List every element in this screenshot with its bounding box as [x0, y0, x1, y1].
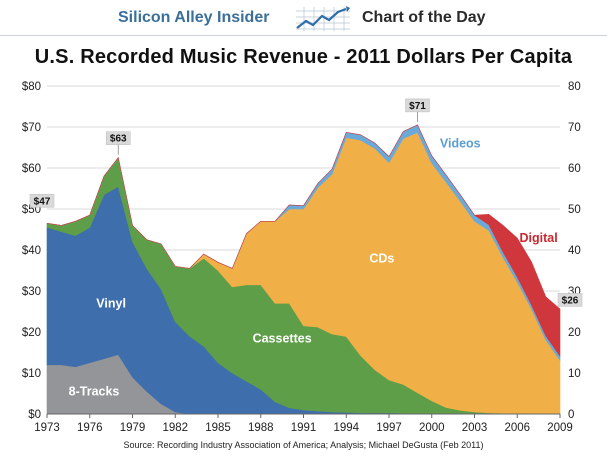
brand-banner: Silicon Alley Insider Chart of the Day: [0, 0, 607, 36]
x-tick-label: 1994: [333, 422, 359, 434]
value-callout: $26: [557, 293, 583, 307]
value-callout-text: $71: [409, 101, 426, 112]
y-tick-label-right: 10: [568, 368, 581, 380]
value-callout-box: [557, 293, 583, 307]
value-callout-text: $47: [34, 196, 51, 207]
series-label-8-tracks: 8-Tracks: [69, 385, 120, 399]
area-digital: [46, 124, 561, 358]
banner-divider: [0, 35, 607, 36]
x-tick-label: 1997: [376, 422, 402, 434]
axes: $0 0$10 10$20 20$30 30$40 40$50 50$60 60$70 70$8…: [22, 81, 581, 434]
x-tick-label: 1976: [77, 422, 103, 434]
value-callout-box: [29, 194, 55, 208]
area-chart: $0 0$10 10$20 20$30 30$40 40$50 50$60 60$70 70$8…: [22, 81, 583, 434]
x-tick-label: 1982: [162, 422, 188, 434]
y-tick-label-right: 0: [568, 409, 574, 421]
series-label-cds: CDs: [369, 251, 394, 265]
y-tick-label-right: 70: [568, 122, 581, 134]
value-callouts: $47 $63 $71 $26: [29, 98, 583, 307]
x-tick-label: 1979: [120, 422, 146, 434]
y-tick-label-right: 60: [568, 163, 581, 175]
y-tick-label-right: 50: [568, 204, 581, 216]
x-tick-label: 1991: [291, 422, 317, 434]
y-tick-label-right: 40: [568, 245, 581, 257]
value-callout: $71: [405, 98, 430, 122]
chart-title: U.S. Recorded Music Revenue - 2011 Dolla…: [34, 46, 573, 68]
y-tick-label: $20: [22, 327, 41, 339]
series-label-cassettes: Cassettes: [253, 331, 312, 345]
y-tick-label: $70: [22, 122, 41, 134]
y-tick-label-right: 80: [568, 81, 581, 93]
series-areas: [46, 124, 561, 415]
y-tick-label: $40: [22, 245, 41, 257]
series-labels: Vinyl Cassettes CDs 8-Tracks Videos Digital: [69, 137, 558, 399]
brand-name: Silicon Alley Insider: [118, 9, 270, 26]
series-label-digital: Digital: [520, 231, 558, 245]
series-label-vinyl: Vinyl: [96, 296, 126, 310]
value-callout: $47: [29, 194, 55, 208]
value-callout-text: $63: [110, 134, 127, 145]
y-tick-label: $10: [22, 368, 41, 380]
x-tick-label: 1985: [205, 422, 231, 434]
x-tick-label: 1988: [248, 422, 274, 434]
value-callout: $63: [106, 131, 131, 155]
series-label-videos: Videos: [440, 137, 481, 151]
y-tick-label: $0: [28, 409, 41, 421]
y-tick-label-right: 20: [568, 327, 581, 339]
x-tick-label: 2000: [419, 422, 445, 434]
column-name: Chart of the Day: [362, 9, 486, 26]
y-tick-label: $60: [22, 163, 41, 175]
x-tick-label: 2009: [547, 422, 573, 434]
y-tick-label: $80: [22, 81, 41, 93]
source-note: Source: Recording Industry Association o…: [123, 440, 484, 450]
y-tick-label: $30: [22, 286, 41, 298]
x-tick-label: 2003: [462, 422, 488, 434]
x-tick-label: 1973: [34, 422, 60, 434]
x-tick-label: 2006: [504, 422, 530, 434]
value-callout-text: $26: [562, 295, 579, 306]
rising-line-chart-icon: [294, 5, 352, 33]
